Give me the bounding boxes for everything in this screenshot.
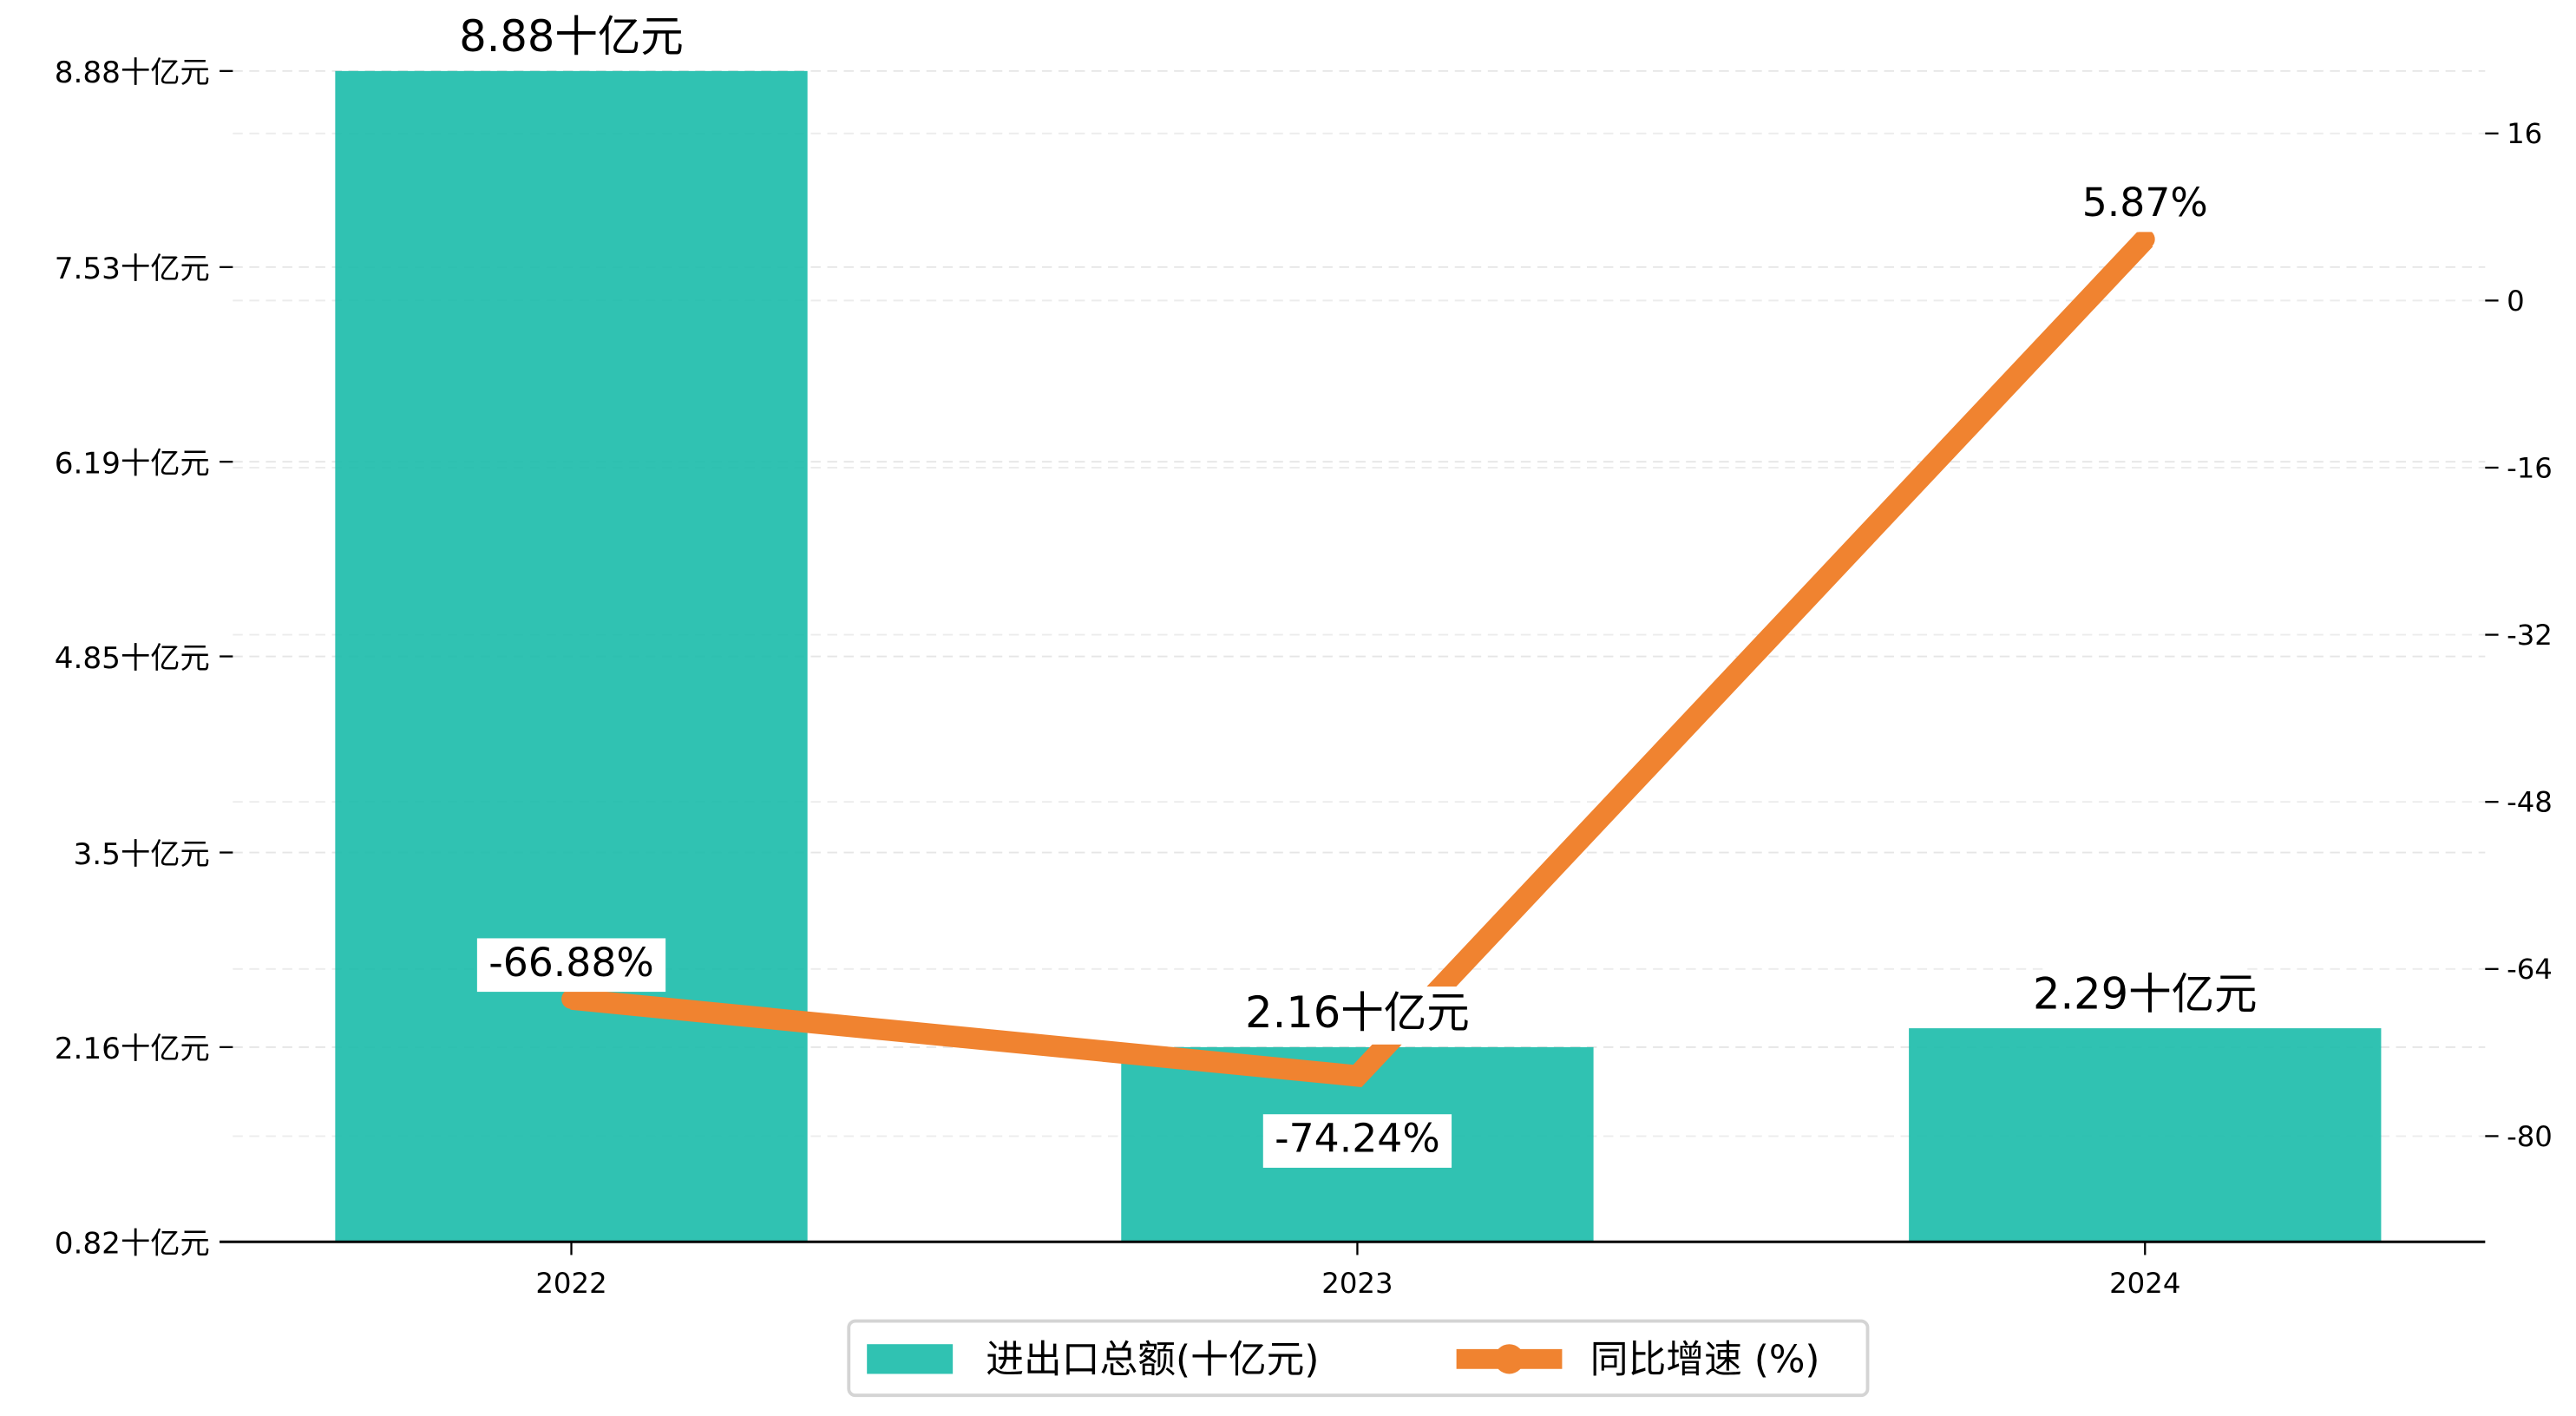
- line-label-2024-box: [2075, 178, 2215, 233]
- line-label-2023-group: -74.24%: [1262, 1114, 1452, 1168]
- bar-label-2022-box: [469, 10, 673, 69]
- right-tick-label: -48: [2507, 786, 2553, 819]
- bar-label-2022-group: 8.88十亿元: [459, 10, 684, 69]
- line-label-2022: -66.88%: [488, 940, 654, 986]
- bar-label-2023-group: 2.16十亿元: [1245, 987, 1470, 1045]
- x-tick-label: 2023: [1321, 1267, 1393, 1300]
- bar-label-2024: 2.29十亿元: [2033, 968, 2258, 1019]
- line-label-2024-group: 5.87%: [2075, 178, 2215, 233]
- legend: 进出口总额(十亿元) 同比增速 (%): [847, 1319, 1870, 1398]
- left-tick-label: 2.16十亿元: [55, 1032, 210, 1066]
- axes: 0.82十亿元 2.16十亿元 3.5十亿元 4.85十亿元 6.19十亿元 7.53十亿…: [55, 56, 2553, 1300]
- line-label-2023: -74.24%: [1275, 1116, 1440, 1162]
- line-point-2023: [1347, 1065, 1367, 1086]
- left-tick-label: 0.82十亿元: [55, 1227, 210, 1262]
- bar-label-2023-box: [1255, 987, 1459, 1045]
- bar-label-2023: 2.16十亿元: [1245, 987, 1470, 1038]
- bar-label-2024-box: [2043, 967, 2247, 1026]
- legend-bar-label: 进出口总额(十亿元): [986, 1338, 1319, 1382]
- right-tick-label: -32: [2507, 619, 2553, 652]
- bar-2022: [335, 70, 808, 1242]
- right-tick-label: 0: [2507, 285, 2525, 318]
- legend-bar-swatch: [867, 1344, 954, 1374]
- data-labels: 8.88十亿元 2.16十亿元 2.29十亿元 -66.88% -74.24% 5.87%: [459, 10, 2258, 1168]
- bar-label-2022: 8.88十亿元: [459, 11, 684, 62]
- line-label-2022-group: -66.88%: [476, 938, 666, 993]
- right-tick-label: -80: [2507, 1120, 2553, 1153]
- line-label-2022-box: [476, 938, 666, 993]
- left-tick-label: 3.5十亿元: [73, 837, 209, 872]
- legend-line-marker: [1494, 1344, 1524, 1374]
- line-point-2024: [2134, 229, 2155, 250]
- right-tick-label: -64: [2507, 953, 2553, 986]
- bar-label-2024-group: 2.29十亿元: [2033, 967, 2258, 1026]
- legend-line-label: 同比增速 (%): [1590, 1338, 1820, 1382]
- legend-frame: [847, 1319, 1870, 1398]
- x-tick-label: 2022: [535, 1267, 606, 1300]
- line-label-2023-box: [1262, 1114, 1452, 1168]
- line-series: [561, 229, 2155, 1087]
- left-tick-label: 8.88十亿元: [55, 56, 210, 90]
- line-label-2024: 5.87%: [2082, 180, 2208, 226]
- bar-series: [335, 70, 2382, 1242]
- left-tick-label: 4.85十亿元: [55, 641, 210, 676]
- x-tick-label: 2024: [2109, 1267, 2180, 1300]
- left-tick-label: 6.19十亿元: [55, 447, 210, 482]
- left-tick-label: 7.53十亿元: [55, 252, 210, 286]
- right-tick-label: 16: [2507, 117, 2542, 150]
- right-tick-label: -16: [2507, 451, 2553, 484]
- line-point-2022: [561, 989, 581, 1009]
- bar-2024: [1909, 1028, 2382, 1242]
